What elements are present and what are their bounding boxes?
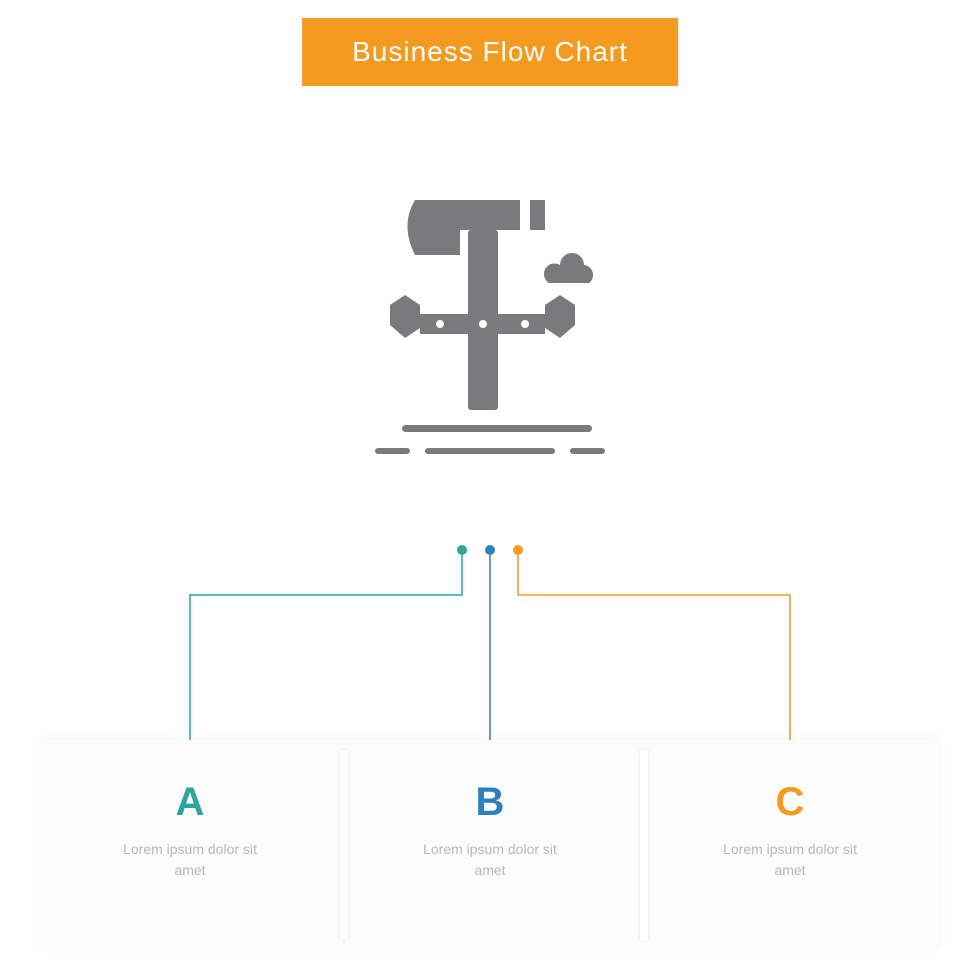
dot-b	[485, 545, 495, 555]
column-c: C Lorem ipsum dolor sit amet	[640, 740, 940, 950]
tools-icon	[320, 170, 660, 470]
dot-a	[457, 545, 467, 555]
column-a-letter: A	[70, 780, 310, 825]
column-c-letter: C	[670, 780, 910, 825]
column-b: B Lorem ipsum dolor sit amet	[340, 740, 640, 950]
column-c-text: Lorem ipsum dolor sit amet	[710, 839, 870, 881]
connector-dots	[457, 545, 523, 555]
column-a: A Lorem ipsum dolor sit amet	[40, 740, 340, 950]
column-b-letter: B	[370, 780, 610, 825]
column-b-text: Lorem ipsum dolor sit amet	[410, 839, 570, 881]
dot-c	[513, 545, 523, 555]
column-a-text: Lorem ipsum dolor sit amet	[110, 839, 270, 881]
columns-container: A Lorem ipsum dolor sit amet B Lorem ips…	[40, 740, 940, 950]
title-banner: Business Flow Chart	[302, 18, 678, 86]
